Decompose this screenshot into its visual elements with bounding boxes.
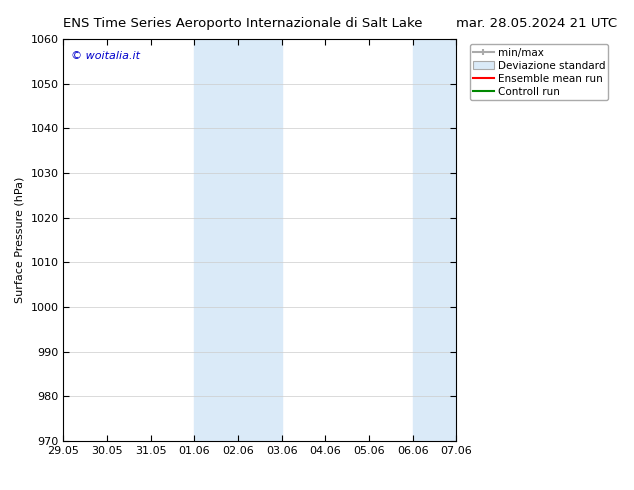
Bar — [413, 39, 500, 441]
Text: mar. 28.05.2024 21 UTC: mar. 28.05.2024 21 UTC — [456, 17, 618, 30]
Y-axis label: Surface Pressure (hPa): Surface Pressure (hPa) — [15, 177, 25, 303]
Bar — [195, 39, 281, 441]
Text: ENS Time Series Aeroporto Internazionale di Salt Lake: ENS Time Series Aeroporto Internazionale… — [63, 17, 423, 30]
Text: © woitalia.it: © woitalia.it — [71, 51, 140, 61]
Legend: min/max, Deviazione standard, Ensemble mean run, Controll run: min/max, Deviazione standard, Ensemble m… — [470, 45, 608, 100]
